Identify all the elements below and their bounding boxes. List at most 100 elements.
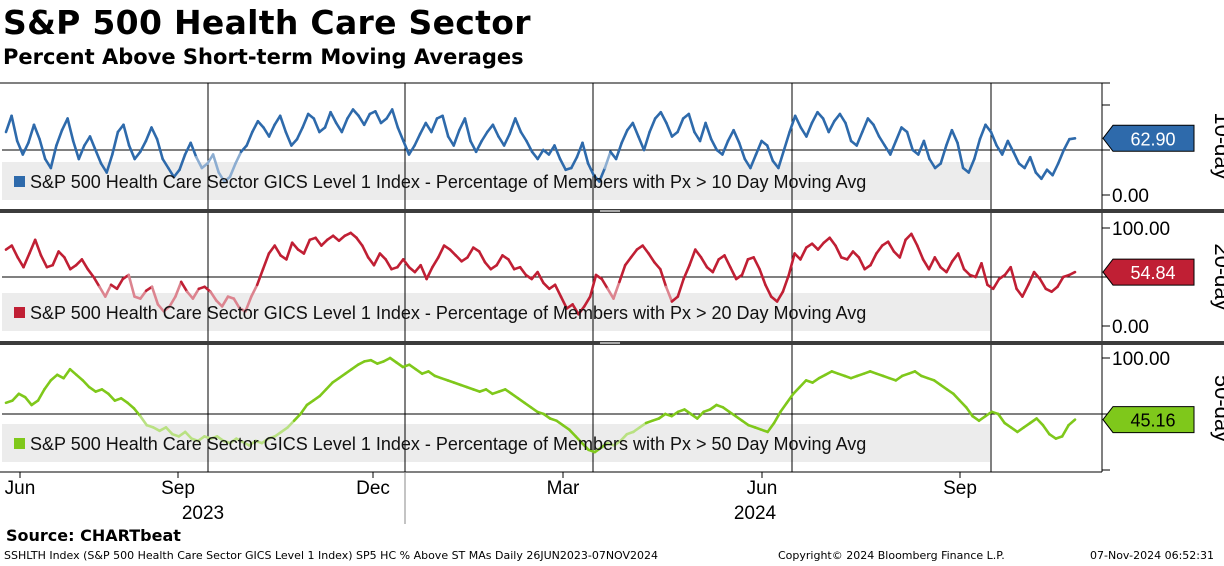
legend-band bbox=[2, 293, 990, 331]
legend-swatch bbox=[14, 307, 25, 318]
series-segment bbox=[860, 117, 870, 134]
series-segment bbox=[189, 141, 198, 159]
series-segment bbox=[244, 295, 253, 313]
series-segment bbox=[519, 130, 528, 143]
series-segment bbox=[250, 283, 259, 298]
series-segment bbox=[721, 139, 730, 156]
series-segment bbox=[28, 238, 37, 255]
series-segment bbox=[418, 121, 428, 136]
series-segment bbox=[10, 244, 20, 259]
series-segment bbox=[525, 139, 534, 154]
series-segment bbox=[312, 117, 321, 134]
series-segment bbox=[682, 263, 691, 281]
series-segment bbox=[989, 130, 998, 147]
series-segment bbox=[127, 273, 136, 298]
series-segment bbox=[821, 117, 831, 134]
series-segment bbox=[502, 132, 512, 147]
series-segment bbox=[267, 123, 276, 138]
series-segment bbox=[234, 150, 243, 165]
series-segment bbox=[127, 144, 136, 161]
series-segment bbox=[448, 248, 458, 257]
series-segment bbox=[1000, 139, 1010, 156]
series-segment bbox=[904, 232, 913, 242]
series-segment bbox=[536, 148, 545, 161]
series-segment bbox=[922, 139, 931, 161]
series-segment bbox=[302, 238, 312, 255]
series-segment bbox=[378, 252, 388, 261]
y-tick-label: 100.00 bbox=[1112, 219, 1170, 240]
series-segment bbox=[1067, 418, 1077, 427]
series-segment bbox=[396, 258, 405, 269]
series-segment bbox=[553, 283, 563, 298]
series-segment bbox=[388, 356, 398, 364]
x-tick-label: Jun bbox=[747, 478, 778, 499]
series-segment bbox=[798, 379, 808, 389]
series-segment bbox=[11, 392, 21, 402]
series-segment bbox=[301, 112, 310, 129]
series-segment bbox=[286, 419, 296, 429]
series-segment bbox=[740, 419, 750, 427]
series-segment bbox=[855, 130, 864, 147]
series-segment bbox=[15, 139, 25, 156]
series-segment bbox=[16, 256, 25, 269]
series-segment bbox=[921, 258, 931, 271]
series-segment bbox=[1009, 265, 1018, 291]
series-segment bbox=[299, 403, 309, 416]
series-segment bbox=[209, 290, 218, 302]
series-segment bbox=[385, 108, 394, 120]
series-segment bbox=[80, 258, 90, 271]
series-segment bbox=[791, 385, 802, 396]
series-segment bbox=[161, 157, 170, 170]
series-segment bbox=[474, 139, 484, 154]
series-segment bbox=[894, 374, 904, 382]
series-segment bbox=[553, 144, 562, 161]
series-segment bbox=[75, 373, 85, 382]
x-tick-label: Dec bbox=[356, 478, 390, 499]
series-segment bbox=[749, 153, 758, 170]
series-segment bbox=[94, 148, 103, 165]
series-segment bbox=[427, 370, 437, 378]
series-segment bbox=[366, 256, 376, 267]
series-segment bbox=[144, 126, 153, 143]
series-segment bbox=[466, 246, 475, 259]
series-segment bbox=[92, 275, 101, 289]
series-segment bbox=[1016, 426, 1026, 434]
series-segment bbox=[614, 141, 624, 161]
series-segment bbox=[63, 256, 72, 271]
series-segment bbox=[915, 244, 925, 261]
series-segment bbox=[972, 137, 982, 161]
series-segment bbox=[704, 121, 713, 141]
series-segment bbox=[810, 242, 820, 251]
series-segment bbox=[737, 141, 747, 161]
footer-copyright: Copyright© 2024 Bloomberg Finance L.P. bbox=[778, 549, 1005, 562]
series-segment bbox=[1023, 155, 1032, 170]
series-segment bbox=[279, 426, 290, 434]
panel-20-day: 100.00 0.00 S&P 500 Health Care Sector GIC… bbox=[2, 213, 1224, 341]
series-segment bbox=[872, 123, 881, 138]
series-segment bbox=[637, 135, 646, 152]
series-segment bbox=[87, 385, 97, 393]
series-segment bbox=[623, 256, 633, 267]
last-value-badge bbox=[1102, 258, 1195, 286]
series-segment bbox=[939, 383, 949, 391]
series-segment bbox=[894, 126, 903, 143]
series-segment bbox=[179, 280, 189, 294]
series-segment bbox=[23, 395, 33, 407]
series-segment bbox=[133, 150, 142, 161]
series-segment bbox=[355, 236, 364, 247]
series-segment bbox=[586, 162, 596, 177]
series-segment bbox=[21, 141, 30, 156]
series-segment bbox=[183, 430, 193, 440]
panel-10-day: 50.000.00S&P 500 Health Care Sector GICS… bbox=[2, 83, 1224, 209]
series-segment bbox=[51, 250, 60, 267]
series-segment bbox=[832, 112, 842, 123]
series-segment bbox=[267, 244, 277, 255]
series-segment bbox=[711, 258, 721, 274]
series-segment bbox=[1028, 155, 1038, 174]
series-segment bbox=[952, 392, 962, 402]
series-segment bbox=[1062, 137, 1071, 152]
series-segment bbox=[728, 265, 738, 281]
series-segment bbox=[167, 166, 176, 179]
series-segment bbox=[115, 277, 125, 291]
series-segment bbox=[334, 121, 344, 134]
